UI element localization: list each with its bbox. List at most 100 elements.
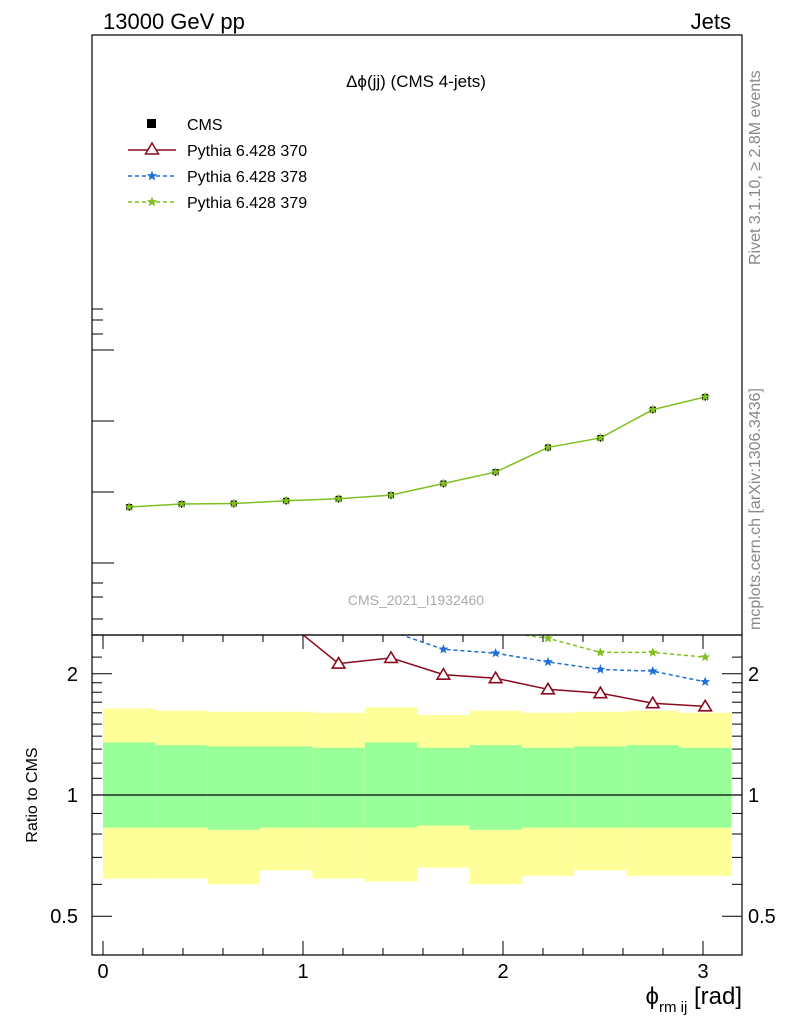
ratio-379-point <box>595 647 606 657</box>
ratio-370-point <box>540 681 556 695</box>
x-tick-label: 2 <box>497 961 508 983</box>
ratio-378-point <box>595 664 606 674</box>
legend-label-370: Pythia 6.428 370 <box>187 143 307 160</box>
ratio-378-point <box>124 515 134 524</box>
inner-band-bin <box>155 745 208 828</box>
legend-marker-cms <box>147 119 156 128</box>
x-axis-label-unit: [rad] <box>687 983 742 1010</box>
legend-marker-370 <box>144 141 160 155</box>
inner-band-bin <box>417 747 470 826</box>
ratio-378-point <box>177 535 187 544</box>
inner-band-bin <box>364 742 418 828</box>
y-tick-label-right: 1 <box>748 785 759 807</box>
series-379-point <box>700 391 710 401</box>
ratio-378-point <box>438 644 449 654</box>
series-379-point <box>386 490 396 500</box>
x-axis-label-sub: rm ij <box>659 999 687 1016</box>
ratio-378-line <box>399 635 706 683</box>
ratio-379-point <box>543 635 553 643</box>
ratio-379-point <box>177 512 187 521</box>
series-379-point <box>595 432 606 442</box>
bottom-axis-ticks: 0 1 2 3 0.5 0.5 1 1 2 2 <box>50 635 776 983</box>
legend-marker-378 <box>146 170 158 181</box>
ratio-379-point <box>700 651 711 662</box>
ratio-370-point <box>435 667 452 680</box>
ratio-379-point <box>438 616 448 625</box>
legend-entry-378: Pythia 6.428 378 <box>128 169 307 186</box>
series-379-point <box>124 502 134 512</box>
ratio-370-point <box>123 551 136 562</box>
ratio-379-point <box>334 576 344 585</box>
header-left: 13000 GeV pp <box>103 9 245 34</box>
legend-star-378 <box>146 170 158 181</box>
ratio-370-point <box>175 570 188 581</box>
legend-marker-379 <box>146 196 158 207</box>
ratio-370-point <box>383 650 399 664</box>
ratio-370-point <box>697 698 713 712</box>
legend-label-cms: CMS <box>187 117 223 134</box>
y-tick-label-left: 1 <box>67 785 78 807</box>
legend-label-379: Pythia 6.428 379 <box>187 195 307 212</box>
header-right: Jets <box>691 9 731 34</box>
ratio-378-point <box>387 635 395 636</box>
series-379-point <box>333 493 344 503</box>
ratio-378-point <box>700 676 711 687</box>
x-tick-label: 0 <box>97 961 108 983</box>
legend-entry-379: Pythia 6.428 379 <box>128 195 307 212</box>
ratio-series-layer <box>123 512 713 712</box>
inner-band-bin <box>521 747 575 828</box>
series-379-point <box>176 498 187 509</box>
main-plot-panel: Δϕ(jj) (CMS 4-jets) CMS_2021_I1932460 CM… <box>91 34 743 636</box>
inner-band-bin <box>469 745 522 830</box>
series-379-point <box>281 495 291 505</box>
inner-band-bin <box>260 746 313 828</box>
inner-band-bin <box>103 742 156 828</box>
inner-band-bin <box>207 746 260 830</box>
ratio-370-point <box>487 670 504 684</box>
legend-entry-370: Pythia 6.428 370 <box>128 141 307 160</box>
ratio-370-point <box>645 695 661 709</box>
plot-title: Δϕ(jj) (CMS 4-jets) <box>346 72 486 91</box>
ratio-379-point <box>229 531 239 540</box>
side-text-top: Rivet 3.1.10, ≥ 2.8M events <box>747 70 764 265</box>
ratio-379-point <box>492 635 499 636</box>
top-axis-ticks <box>92 308 114 620</box>
series-379-point <box>490 467 501 477</box>
uncertainty-bands <box>103 707 732 885</box>
ratio-379-point <box>647 647 658 657</box>
series-379-point <box>648 404 658 414</box>
legend-label-378: Pythia 6.428 378 <box>187 169 307 186</box>
ratio-378-point <box>229 556 239 565</box>
ratio-panel: 0 1 2 3 0.5 0.5 1 1 2 2 Ratio to CMS ϕrm ij [rad] <box>24 512 776 1016</box>
y-tick-label-right: 0.5 <box>748 906 776 928</box>
ratio-370-point <box>592 685 609 699</box>
legend-star-379 <box>146 196 158 207</box>
ratio-378-point <box>490 647 501 658</box>
x-tick-label: 1 <box>297 961 308 983</box>
ratio-378-point <box>647 665 658 676</box>
series-379-point <box>543 442 553 452</box>
ratio-370-point <box>228 591 241 602</box>
ratio-379-line <box>517 635 706 658</box>
series-379-point <box>438 478 449 488</box>
y-axis-label: Ratio to CMS <box>24 747 41 842</box>
watermark: CMS_2021_I1932460 <box>348 592 484 608</box>
series-379-line <box>129 396 706 508</box>
ratio-370-line <box>301 635 706 708</box>
legend-entry-cms: CMS <box>147 117 223 134</box>
ratio-378-point <box>334 607 344 616</box>
inner-band-bin <box>679 747 732 828</box>
y-tick-label-right: 2 <box>748 664 759 686</box>
x-tick-label: 3 <box>697 961 708 983</box>
ratio-378-point <box>281 581 291 590</box>
inner-band-bin <box>626 745 679 828</box>
series-379-point <box>229 498 239 508</box>
y-tick-label-left: 0.5 <box>50 906 78 928</box>
side-text-bottom: mcplots.cern.ch [arXiv:1306.3436] <box>747 388 764 630</box>
y-tick-label-left: 2 <box>67 664 78 686</box>
x-axis-label: ϕrm ij [rad] <box>646 983 742 1016</box>
legend: CMS Pythia 6.428 370 Pythia 6.428 378 Py… <box>128 117 307 212</box>
ratio-370-point <box>330 656 347 669</box>
inner-band-bin <box>312 747 365 828</box>
